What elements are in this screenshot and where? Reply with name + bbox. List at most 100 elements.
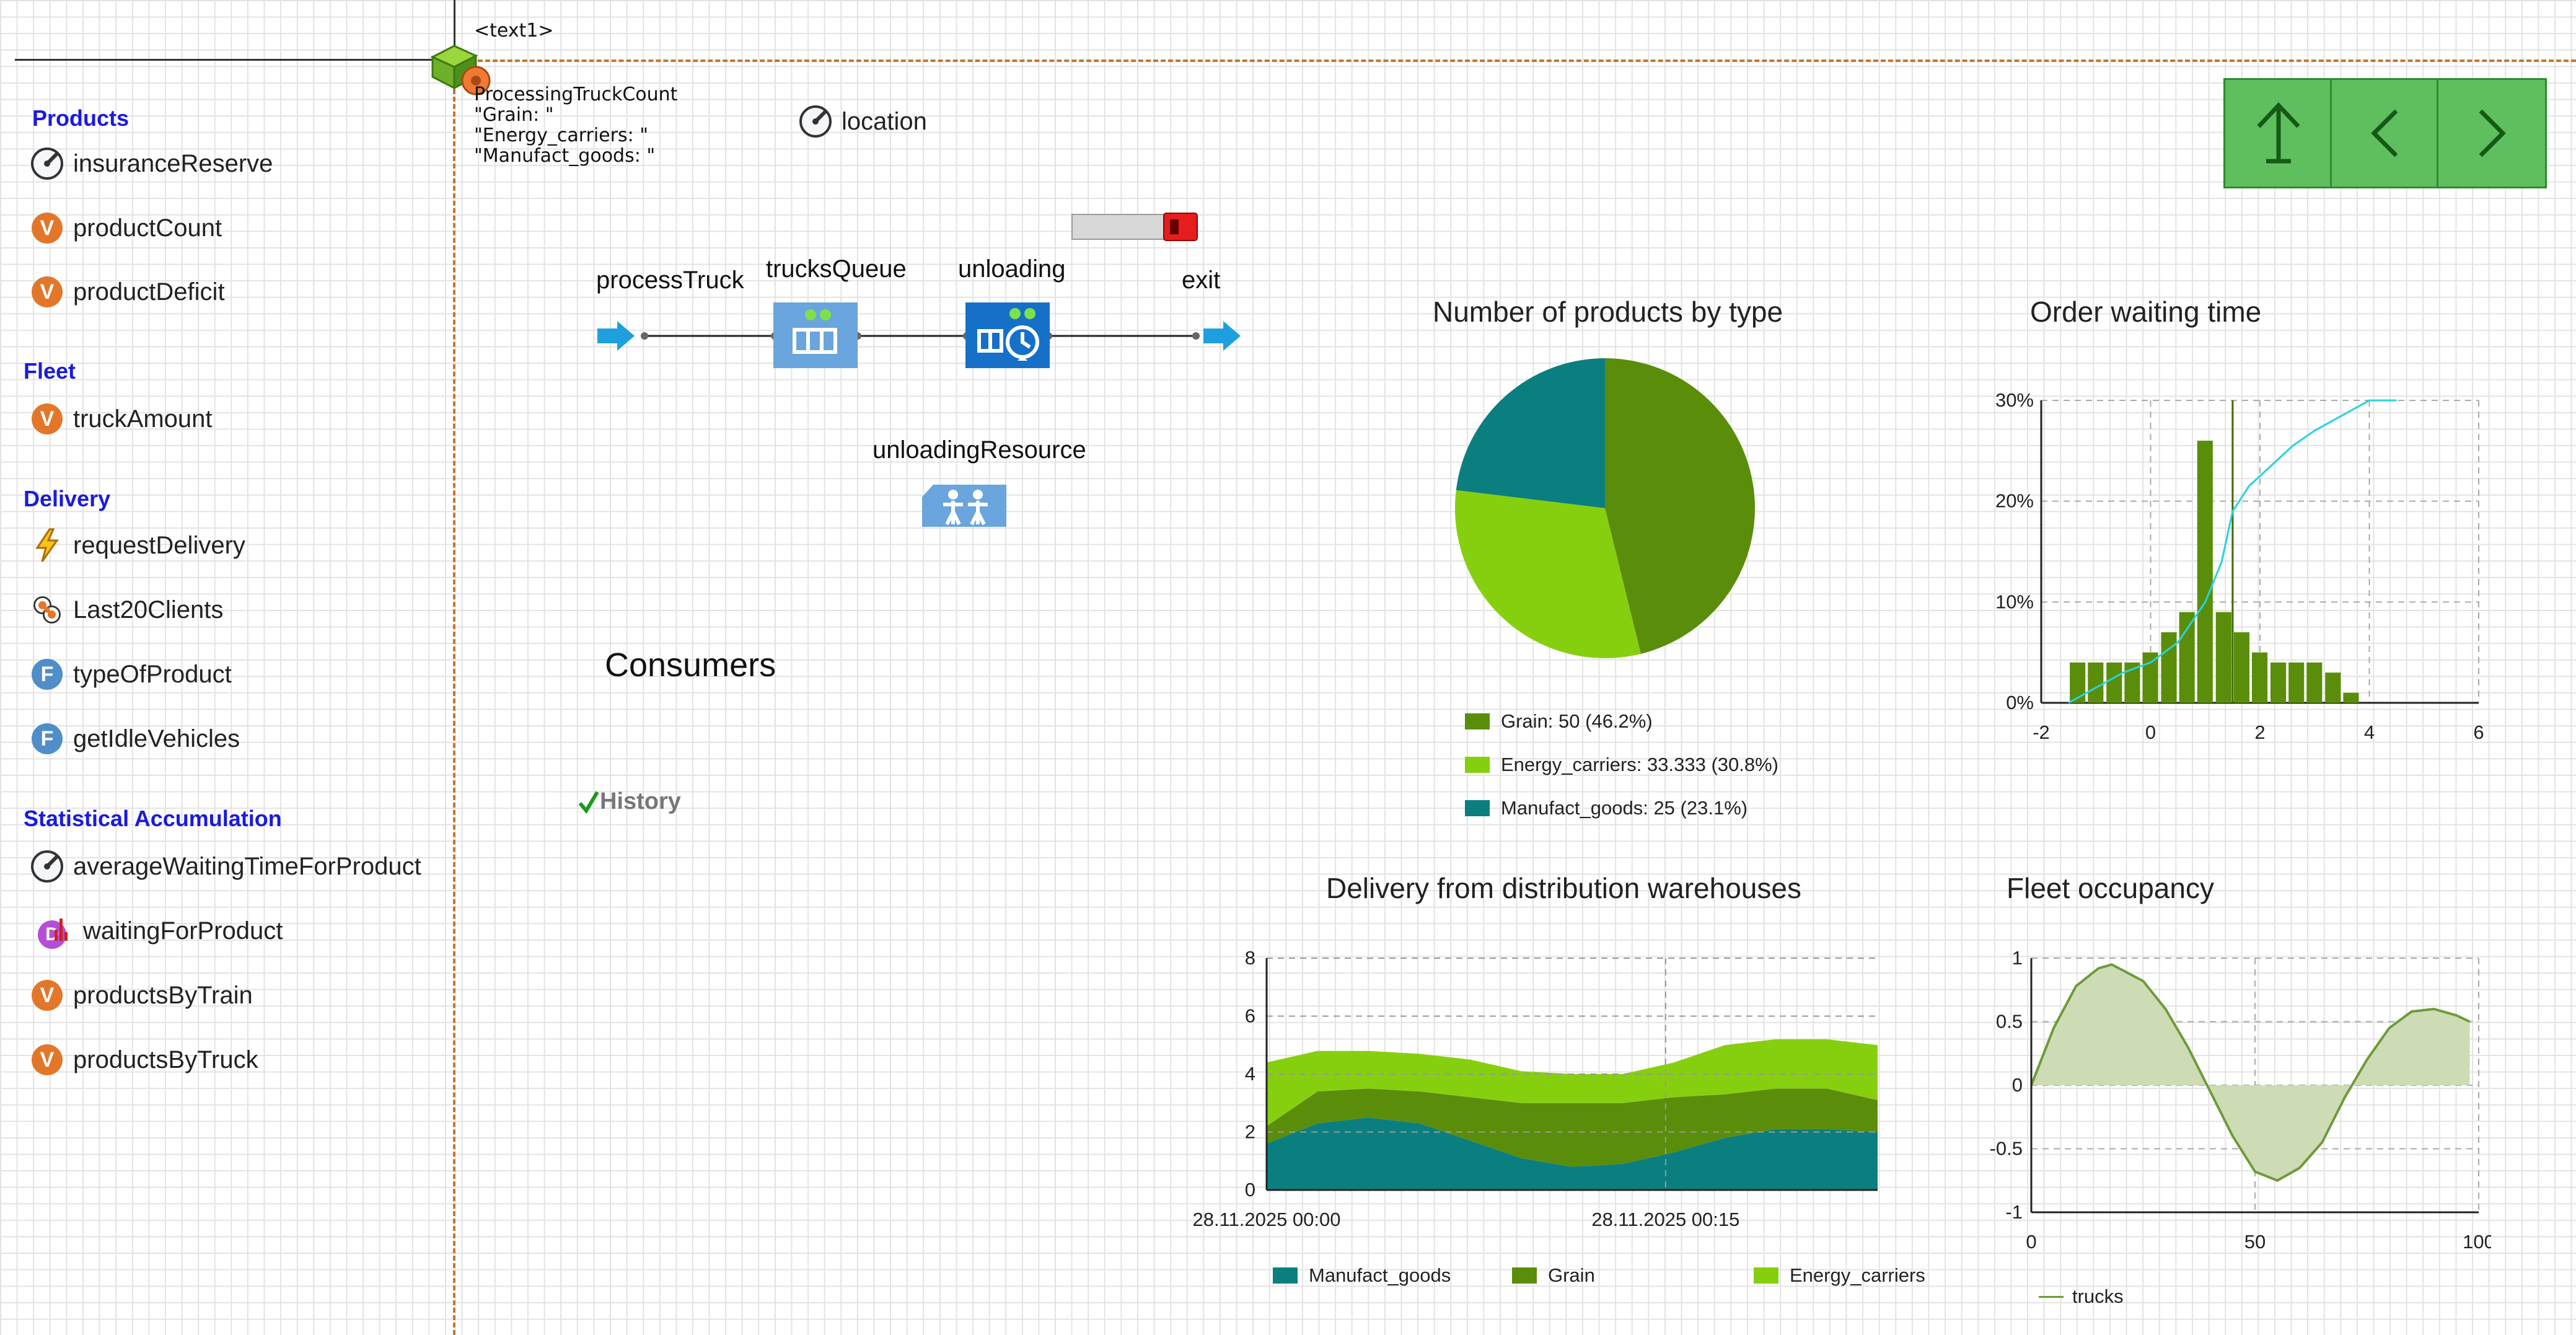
histogram-bar [2179,612,2195,703]
event-icon [30,528,64,563]
resource-pool-unloading-resource[interactable] [921,483,1008,531]
block-label-unloading: unloading [958,255,1066,283]
y-tick-label: 6 [1245,1005,1255,1027]
pie-legend-grain: Grain: 50 (46.2%) [1465,710,1653,733]
sidebar-item-insurance-reserve[interactable]: insuranceReserve [30,146,273,181]
section-statistical-accumulation: Statistical Accumulation [24,806,282,831]
consumers-label: Consumers [605,646,776,684]
pie-chart[interactable] [1450,353,1760,663]
location-parameter[interactable]: location [798,104,927,139]
sidebar-item-label: averageWaitingTimeForProduct [73,852,421,880]
x-tick-label: 28.11.2025 00:15 [1591,1209,1739,1230]
sidebar-item-average-waiting-time[interactable]: averageWaitingTimeForProduct [30,849,421,884]
cdf-line [2068,399,2397,704]
histogram-title: Order waiting time [2030,296,2262,328]
sidebar-item-get-idle-vehicles[interactable]: F getIdleVehicles [30,721,240,756]
status-line: "Energy_carriers: " [474,125,649,146]
histogram-bar [2270,662,2287,703]
queue-block-trucks-queue[interactable] [772,301,859,372]
resource-pool-icon [922,485,1006,527]
delivery-legend-energy: Energy_carriers [1754,1264,1925,1287]
fleet-chart[interactable]: -1 -0.5 0 0.5 1 0 50 100 [1952,942,2491,1264]
legend-swatch [1754,1267,1778,1284]
flowchart-connectors [641,332,1200,340]
pie-slice-manufact-goods [1456,358,1605,508]
source-block-process-truck[interactable] [596,320,636,355]
histogram-chart[interactable]: 0% 10% 20% 30% -2 0 2 4 6 [1952,384,2491,756]
sidebar-item-product-count[interactable]: V productCount [30,211,222,245]
check-icon [578,790,599,814]
sidebar-item-products-by-truck[interactable]: V productsByTruck [30,1042,258,1077]
chevron-right-icon [2479,109,2506,157]
gauge-icon [798,104,833,139]
y-tick-label: 0 [1245,1179,1255,1201]
variable-icon: V [30,211,64,245]
navigate-up-button[interactable] [2223,78,2334,188]
sidebar-item-waiting-for-product[interactable]: D waitingForProduct [30,914,283,949]
section-delivery: Delivery [24,486,111,511]
navigate-back-button[interactable] [2330,78,2440,188]
sidebar-item-label: waitingForProduct [83,917,283,945]
area-grain [1267,1088,1878,1167]
chevron-left-icon [2371,109,2398,157]
x-tick-label: 4 [2364,721,2375,743]
history-viewport-link[interactable]: History [578,788,681,815]
variable-icon: V [30,978,64,1013]
function-icon: F [30,721,64,756]
legend-label: Energy_carriers: 33.333 (30.8%) [1501,754,1779,775]
sidebar-item-product-deficit[interactable]: V productDeficit [30,275,225,309]
x-tick-label: -2 [2033,721,2050,743]
sidebar-item-label: productsByTruck [73,1046,258,1073]
truck-icon[interactable] [1071,211,1198,246]
delivery-legend-grain: Grain [1512,1264,1595,1287]
sidebar-item-label: typeOfProduct [73,660,232,688]
delay-block-unloading[interactable] [964,301,1051,372]
frame-edge-horizontal [455,59,2576,62]
sink-block-exit[interactable] [1202,320,1242,355]
queue-icon [773,302,858,368]
fleet-legend-trucks: trucks [2039,1285,2124,1308]
block-label-process-truck: processTruck [596,267,744,294]
sidebar-item-products-by-train[interactable]: V productsByTrain [30,978,253,1013]
y-tick-label: 2 [1245,1121,1255,1143]
gauge-icon [30,146,64,181]
location-label: location [842,107,927,135]
sidebar-item-last20clients[interactable]: Last20Clients [30,593,223,627]
navigate-forward-button[interactable] [2437,78,2547,188]
histogram-bar [2251,652,2268,703]
sidebar-item-label: requestDelivery [73,531,245,559]
sidebar-item-request-delivery[interactable]: requestDelivery [30,528,245,563]
fleet-line [2030,963,2471,1182]
history-label: History [600,788,681,814]
gauge-icon [30,849,64,884]
legend-swatch [1512,1267,1537,1284]
sink-icon [1203,321,1241,351]
legend-swatch [1465,800,1490,816]
block-label-unloading-resource: unloadingResource [873,436,1086,464]
histogram-bar [2070,662,2086,703]
y-tick-label: 1 [2012,947,2023,969]
x-tick-label: 0 [2145,721,2156,743]
delivery-chart[interactable]: 0 2 4 6 8 28.11.2025 00:00 28.11.2025 00:15 [1165,942,1971,1289]
pie-slice-grain [1605,358,1755,654]
legend-label: Grain: 50 (46.2%) [1501,710,1653,732]
sidebar-item-type-of-product[interactable]: F typeOfProduct [30,657,232,692]
fleet-chart-title: Fleet occupancy [2007,872,2214,904]
sidebar-item-label: productsByTrain [73,981,253,1009]
legend-swatch [1465,757,1490,773]
histogram-bar [2197,441,2213,703]
agent-origin-icon[interactable] [426,38,495,107]
y-tick-label: 10% [1995,591,2034,612]
pie-legend-energy: Energy_carriers: 33.333 (30.8%) [1465,754,1778,776]
legend-label: Energy_carriers [1790,1264,1925,1286]
variable-icon: V [30,1042,64,1077]
status-line: ProcessingTruckCount [474,84,678,105]
sidebar-item-truck-amount[interactable]: V truckAmount [30,402,213,436]
pie-legend-manufact: Manufact_goods: 25 (23.1%) [1465,797,1747,819]
status-text-block[interactable]: ProcessingTruckCount "Grain: " "Energy_c… [474,84,677,166]
histogram-bar [2215,612,2231,703]
legend-label: trucks [2072,1285,2124,1307]
y-tick-label: 8 [1245,947,1255,969]
text-object-label[interactable]: <text1> [474,20,554,42]
function-icon: F [30,657,64,692]
